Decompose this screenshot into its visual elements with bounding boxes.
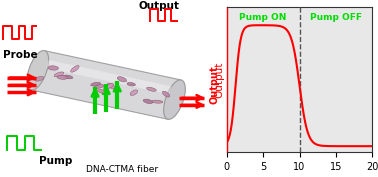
- Ellipse shape: [98, 90, 107, 93]
- Ellipse shape: [143, 99, 153, 104]
- Ellipse shape: [63, 75, 73, 79]
- Ellipse shape: [164, 80, 185, 119]
- Ellipse shape: [152, 100, 163, 103]
- Text: DNA-CTMA fiber: DNA-CTMA fiber: [85, 165, 158, 174]
- Ellipse shape: [34, 76, 44, 81]
- Ellipse shape: [104, 84, 114, 89]
- Polygon shape: [46, 60, 172, 94]
- Ellipse shape: [147, 87, 156, 91]
- Ellipse shape: [27, 51, 49, 90]
- Ellipse shape: [130, 90, 138, 95]
- Text: Output: Output: [209, 66, 220, 104]
- Ellipse shape: [94, 84, 104, 88]
- Ellipse shape: [48, 66, 59, 70]
- Ellipse shape: [91, 82, 101, 86]
- Polygon shape: [31, 51, 181, 119]
- Text: Pump OFF: Pump OFF: [310, 13, 362, 22]
- Text: Pump: Pump: [39, 156, 72, 166]
- Ellipse shape: [117, 77, 127, 82]
- Text: Output: Output: [139, 1, 180, 11]
- Ellipse shape: [163, 91, 170, 97]
- Ellipse shape: [107, 83, 115, 89]
- Text: Pump ON: Pump ON: [240, 13, 287, 22]
- Y-axis label: Output: Output: [214, 61, 224, 98]
- Ellipse shape: [54, 72, 64, 77]
- Ellipse shape: [71, 65, 79, 72]
- Ellipse shape: [127, 82, 135, 86]
- Text: Probe: Probe: [3, 50, 37, 59]
- Ellipse shape: [57, 75, 68, 79]
